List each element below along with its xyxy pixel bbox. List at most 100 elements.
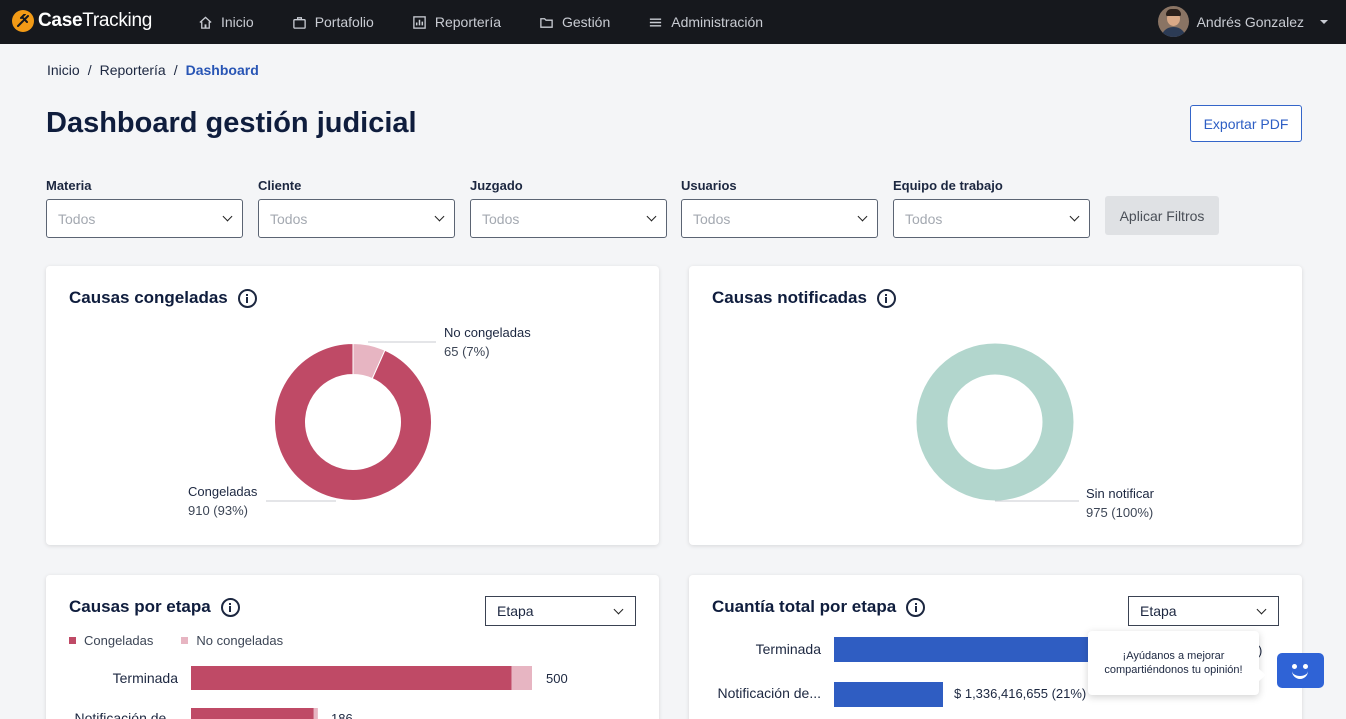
bar-terminada xyxy=(834,637,1134,662)
equipo-select[interactable]: Todos xyxy=(893,199,1090,238)
card-title: Causas notificadas xyxy=(712,288,867,307)
chevron-down-icon xyxy=(857,211,868,222)
info-icon[interactable] xyxy=(220,597,240,617)
usuarios-select[interactable]: Todos xyxy=(681,199,878,238)
bot-eye xyxy=(1292,664,1297,669)
select-value: Todos xyxy=(905,210,943,227)
brand-light: Tracking xyxy=(82,10,152,31)
filter-label: Usuarios xyxy=(681,178,737,193)
etapa-select[interactable]: Etapa xyxy=(485,596,636,626)
bar-category-label: Notificación de... xyxy=(74,710,179,719)
bar-congeladas xyxy=(191,708,314,719)
card-causas-notificadas: Causas notificadas Sin notificar 975 (10… xyxy=(689,266,1302,545)
avatar xyxy=(1157,6,1189,37)
nav-label: Gestión xyxy=(562,14,611,30)
chevron-down-icon xyxy=(222,211,233,222)
select-value: Todos xyxy=(693,210,731,227)
chatbot-button[interactable] xyxy=(1277,653,1324,688)
card-title: Causas congeladas xyxy=(69,288,228,307)
filter-materia: Materia Todos xyxy=(46,178,243,238)
donut-chart-congeladas xyxy=(266,341,436,502)
bar-category-label: Terminada xyxy=(755,641,821,657)
filter-juzgado: Juzgado Todos xyxy=(470,178,667,238)
chevron-down-icon xyxy=(434,211,445,222)
nav-label: Administración xyxy=(671,14,764,30)
briefcase-icon xyxy=(292,16,306,29)
bar-category-label: Terminada xyxy=(112,670,178,686)
legend-item-congeladas: Congeladas xyxy=(69,633,153,648)
stacked-bar-chart xyxy=(191,666,532,719)
bar-no-congeladas xyxy=(511,666,532,690)
juzgado-select[interactable]: Todos xyxy=(470,199,667,238)
card-title: Causas por etapa xyxy=(69,597,211,616)
bar-congeladas xyxy=(191,666,512,690)
cliente-select[interactable]: Todos xyxy=(258,199,455,238)
slice-sin-notificar xyxy=(916,343,1074,501)
top-navbar: CaseTracking Inicio Portafolio Reporterí… xyxy=(0,0,1346,44)
bar-no-congeladas xyxy=(313,708,318,719)
card-cuantia-por-etapa: Cuantía total por etapa Etapa Terminada … xyxy=(689,575,1302,719)
folder-icon xyxy=(540,17,553,28)
donut-chart-notificadas xyxy=(916,343,1079,502)
bar-value-label: ) xyxy=(1258,643,1263,658)
feedback-tooltip: ¡Ayúdanos a mejorar compartiéndonos tu o… xyxy=(1088,631,1266,695)
filter-cliente: Cliente Todos xyxy=(258,178,455,238)
user-name: Andrés Gonzalez xyxy=(1196,13,1304,30)
card-causas-por-etapa: Causas por etapa Etapa Congeladas No con… xyxy=(46,575,659,719)
filter-equipo: Equipo de trabajo Todos xyxy=(893,178,1090,238)
select-value: Todos xyxy=(58,210,96,227)
filter-label: Juzgado xyxy=(470,178,523,193)
info-icon[interactable] xyxy=(876,288,896,308)
select-value: Todos xyxy=(482,210,520,227)
filter-label: Cliente xyxy=(258,178,302,193)
home-icon xyxy=(199,15,212,29)
nav-label: Portafolio xyxy=(314,14,374,30)
nav-item-inicio[interactable]: Inicio xyxy=(198,14,254,30)
info-icon[interactable] xyxy=(906,597,926,617)
chevron-down-icon xyxy=(1069,211,1080,222)
bot-smile xyxy=(1292,670,1308,679)
nav-item-portafolio[interactable]: Portafolio xyxy=(292,14,374,30)
apply-filters-button[interactable]: Aplicar Filtros xyxy=(1105,196,1219,235)
cuantia-bar-chart xyxy=(834,637,1134,707)
nav-label: Reportería xyxy=(434,14,501,30)
gavel-icon xyxy=(12,10,34,32)
bar-total-label: 500 xyxy=(546,671,568,686)
breadcrumb-inicio[interactable]: Inicio xyxy=(47,62,80,78)
bar-notificacion xyxy=(834,682,943,707)
user-menu[interactable]: Andrés Gonzalez xyxy=(1157,6,1328,37)
bar-chart-icon xyxy=(413,15,426,29)
select-value: Todos xyxy=(270,210,308,227)
select-value: Etapa xyxy=(1140,603,1177,619)
materia-select[interactable]: Todos xyxy=(46,199,243,238)
export-pdf-button[interactable]: Exportar PDF xyxy=(1190,105,1302,142)
slice-label-sin-notificar: Sin notificar 975 (100%) xyxy=(1086,486,1154,520)
breadcrumb-reporteria[interactable]: Reportería xyxy=(99,62,166,78)
bar-value-label: $ 1,336,416,655 (21%) xyxy=(954,686,1087,701)
slice-congeladas xyxy=(274,342,432,501)
info-icon[interactable] xyxy=(237,288,257,308)
filter-label: Materia xyxy=(46,178,92,193)
caret-down-icon xyxy=(1320,19,1328,24)
bar-category-label: Notificación de... xyxy=(717,685,822,701)
menu-icon xyxy=(650,18,662,26)
nav-item-reporteria[interactable]: Reportería xyxy=(412,14,501,30)
legend-item-no-congeladas: No congeladas xyxy=(181,633,283,648)
nav-item-administracion[interactable]: Administración xyxy=(648,14,763,30)
filter-usuarios: Usuarios Todos xyxy=(681,178,878,238)
bot-eye xyxy=(1303,664,1308,669)
main-nav: Inicio Portafolio Reportería Gestión Adm… xyxy=(198,0,801,44)
slice-label-congeladas: Congeladas 910 (93%) xyxy=(188,484,258,518)
breadcrumb-separator: / xyxy=(87,62,92,78)
breadcrumb-separator: / xyxy=(173,62,178,78)
card-title: Cuantía total por etapa xyxy=(712,597,897,616)
card-causas-congeladas: Causas congeladas No congeladas 65 (7%) … xyxy=(46,266,659,545)
filter-label: Equipo de trabajo xyxy=(893,178,1003,193)
nav-item-gestion[interactable]: Gestión xyxy=(539,14,610,30)
chart-legend: Congeladas No congeladas xyxy=(69,633,283,648)
brand-logo[interactable]: CaseTracking xyxy=(12,10,152,32)
page-title: Dashboard gestión judicial xyxy=(46,107,417,139)
etapa-select[interactable]: Etapa xyxy=(1128,596,1279,626)
chevron-down-icon xyxy=(646,211,657,222)
nav-label: Inicio xyxy=(221,14,254,30)
